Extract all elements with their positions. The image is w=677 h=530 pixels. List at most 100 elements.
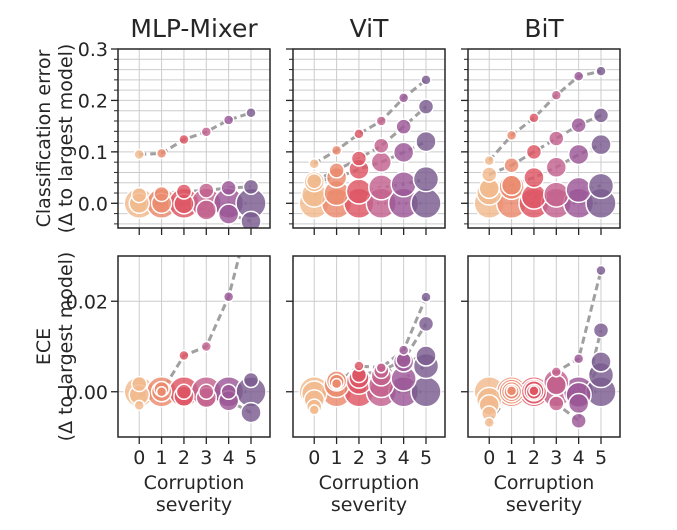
data-point xyxy=(353,128,365,140)
data-point xyxy=(567,143,590,166)
data-point xyxy=(155,386,168,398)
data-point xyxy=(375,362,388,374)
axes-frame xyxy=(292,48,446,229)
data-point xyxy=(222,290,235,303)
data-point xyxy=(395,118,412,135)
data-point xyxy=(410,187,442,220)
data-point xyxy=(373,137,390,154)
y-tick-label: 0.2 xyxy=(78,90,108,112)
x-tick-label: 3 xyxy=(550,447,562,469)
data-point xyxy=(155,147,168,160)
data-point xyxy=(550,89,563,102)
panel-title-1: ViT xyxy=(350,14,389,43)
panel-classification_error-0: 0.0 0.1 0.2 0.3 Classification error (Δ to la… xyxy=(33,39,271,235)
data-point xyxy=(415,345,437,367)
data-point xyxy=(130,186,148,204)
data-point xyxy=(330,377,343,390)
x-axis-label: severity xyxy=(506,494,582,516)
data-point xyxy=(565,176,592,204)
data-point xyxy=(548,130,565,147)
data-point xyxy=(345,178,373,205)
y-tick-label: 0.00 xyxy=(66,382,108,404)
data-point xyxy=(572,352,585,365)
data-point xyxy=(500,174,523,197)
plot-area xyxy=(298,291,442,416)
x-tick-label: 4 xyxy=(223,447,235,469)
data-point xyxy=(222,114,235,126)
data-point xyxy=(523,166,545,189)
series-line xyxy=(138,256,241,407)
data-point xyxy=(545,374,568,396)
data-point xyxy=(590,133,612,156)
data-point xyxy=(242,178,260,196)
data-point xyxy=(242,371,260,389)
data-point xyxy=(528,112,540,124)
x-tick-label: 0 xyxy=(483,447,495,469)
x-tick-label: 0 xyxy=(308,447,320,469)
data-point xyxy=(417,315,435,333)
y-axis-label: (Δ to largest model) xyxy=(55,252,77,442)
data-point xyxy=(417,98,435,115)
data-point xyxy=(308,157,320,170)
grid-lines xyxy=(118,49,270,228)
data-point xyxy=(480,166,498,183)
data-point xyxy=(525,143,543,161)
data-point xyxy=(397,344,410,356)
data-point xyxy=(483,154,495,167)
data-point xyxy=(420,291,432,303)
x-tick-label: 1 xyxy=(331,447,343,469)
axes-frame xyxy=(467,255,621,438)
axes-frame xyxy=(467,48,621,229)
data-point xyxy=(240,210,262,228)
data-point xyxy=(175,183,193,200)
data-point xyxy=(240,401,262,424)
x-tick-label: 2 xyxy=(528,447,540,469)
data-point xyxy=(195,199,218,221)
y-axis-label: ECE xyxy=(33,328,55,365)
data-point xyxy=(592,321,610,339)
x-tick-label: 5 xyxy=(420,447,432,469)
data-point xyxy=(220,179,237,197)
data-point xyxy=(200,126,213,138)
data-point xyxy=(505,129,518,142)
y-tick-label: 0.3 xyxy=(78,39,108,61)
data-point xyxy=(543,181,570,208)
y-tick-label: 0.02 xyxy=(66,291,108,313)
data-point xyxy=(368,174,395,201)
axes-frame xyxy=(292,255,446,438)
plot-area xyxy=(123,256,267,424)
plot-area xyxy=(123,107,267,228)
data-point xyxy=(370,151,393,173)
data-point xyxy=(175,383,193,400)
data-point xyxy=(330,144,343,157)
data-point xyxy=(392,141,415,164)
data-point xyxy=(390,171,417,198)
x-tick-label: 1 xyxy=(506,447,518,469)
data-point xyxy=(528,385,540,397)
data-point xyxy=(483,416,495,429)
y-tick-label: 0.0 xyxy=(78,193,108,215)
data-point xyxy=(200,340,213,353)
axes-frame xyxy=(117,255,271,438)
data-point xyxy=(375,115,388,127)
data-point xyxy=(572,70,585,83)
data-point xyxy=(217,203,240,225)
x-tick-label: 3 xyxy=(200,447,212,469)
x-tick-label: 4 xyxy=(398,447,410,469)
data-point xyxy=(305,172,323,190)
data-point xyxy=(133,399,145,412)
x-axis-label: Corruption xyxy=(494,472,595,494)
data-point xyxy=(130,375,148,393)
x-tick-label: 3 xyxy=(375,447,387,469)
panel-title-0: MLP-Mixer xyxy=(130,14,258,43)
data-point xyxy=(503,156,520,174)
data-point xyxy=(590,351,612,373)
x-tick-label: 2 xyxy=(178,447,190,469)
data-point xyxy=(133,148,145,161)
data-point xyxy=(198,182,215,199)
x-tick-label: 5 xyxy=(245,447,257,469)
